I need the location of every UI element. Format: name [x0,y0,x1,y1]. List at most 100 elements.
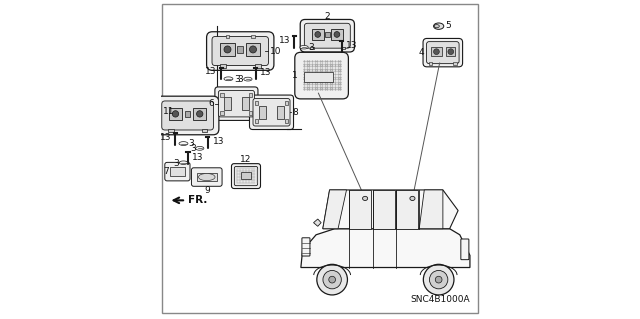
Bar [249,93,252,97]
Text: 13: 13 [279,36,291,45]
FancyBboxPatch shape [426,42,459,64]
Ellipse shape [433,23,444,29]
Bar [446,47,455,56]
Text: 11: 11 [163,107,175,115]
Bar [242,97,248,110]
Bar [251,35,255,38]
Bar [224,97,230,110]
Ellipse shape [433,49,439,55]
FancyBboxPatch shape [207,32,274,70]
Polygon shape [314,219,321,226]
Bar [429,62,432,65]
Bar [241,172,251,179]
Bar [277,106,284,119]
Ellipse shape [196,146,204,150]
Ellipse shape [179,161,188,165]
Bar [246,43,260,56]
FancyBboxPatch shape [156,96,219,135]
Polygon shape [419,190,443,229]
FancyBboxPatch shape [215,87,258,120]
Bar [312,29,324,40]
Polygon shape [301,229,470,268]
FancyBboxPatch shape [305,23,350,48]
Bar [310,47,314,49]
Bar [185,111,190,117]
Bar [237,46,243,53]
Text: 13: 13 [260,68,271,77]
Bar [168,129,173,132]
Text: 9: 9 [204,186,210,195]
Bar [259,106,266,119]
Circle shape [423,264,454,295]
Text: 13: 13 [193,153,204,162]
FancyBboxPatch shape [300,19,355,52]
Bar [225,35,229,38]
Bar [220,111,223,115]
Text: 1: 1 [292,71,298,80]
Text: 13: 13 [212,137,224,146]
FancyBboxPatch shape [234,167,258,186]
Bar [170,167,185,176]
Circle shape [329,276,335,283]
FancyBboxPatch shape [250,95,294,130]
Text: 7: 7 [164,167,170,176]
Bar [193,108,207,120]
Text: 8: 8 [292,108,298,117]
Bar [255,101,258,105]
Text: 3: 3 [308,43,314,52]
Polygon shape [323,190,458,229]
Text: 10: 10 [269,47,281,56]
Text: 12: 12 [240,155,252,164]
FancyBboxPatch shape [212,37,269,66]
Text: 3: 3 [190,144,196,153]
Bar [202,129,207,132]
FancyBboxPatch shape [232,164,260,189]
Text: 13: 13 [346,41,357,50]
Polygon shape [372,190,395,229]
Bar [431,47,442,56]
Bar [196,173,217,181]
Ellipse shape [315,32,321,37]
Bar [325,32,330,37]
Bar [249,111,252,115]
FancyBboxPatch shape [295,52,348,99]
Bar [255,119,258,123]
Text: 13: 13 [159,133,171,142]
Text: SNC4B1000A: SNC4B1000A [410,295,470,304]
Bar [340,47,344,49]
Polygon shape [396,190,417,229]
Ellipse shape [172,111,179,117]
Ellipse shape [334,32,340,37]
Text: 2: 2 [324,12,330,21]
Bar [453,62,456,65]
Text: FR.: FR. [188,195,207,205]
Text: 3: 3 [234,75,239,84]
FancyBboxPatch shape [461,239,469,260]
Bar [220,93,223,97]
Circle shape [317,264,348,295]
Polygon shape [349,190,371,229]
Polygon shape [323,190,346,229]
Text: 6: 6 [209,99,214,108]
Bar [220,64,225,68]
Text: 3: 3 [173,159,179,168]
Ellipse shape [448,49,454,55]
Bar [331,29,343,40]
Ellipse shape [434,25,439,28]
FancyBboxPatch shape [191,168,222,186]
Bar [255,64,260,68]
Bar [169,108,182,120]
FancyBboxPatch shape [253,99,290,126]
Text: 5: 5 [445,21,451,30]
Circle shape [323,271,341,289]
FancyBboxPatch shape [218,91,255,117]
Text: 3: 3 [189,139,195,148]
Bar [220,43,235,56]
Bar [304,72,333,82]
Ellipse shape [198,174,215,181]
Text: 3: 3 [237,75,243,84]
Circle shape [435,276,442,283]
FancyBboxPatch shape [423,39,463,67]
Ellipse shape [244,77,252,81]
FancyBboxPatch shape [302,238,310,256]
